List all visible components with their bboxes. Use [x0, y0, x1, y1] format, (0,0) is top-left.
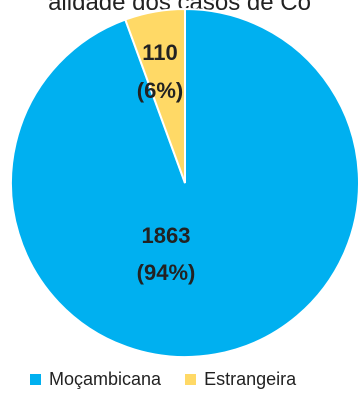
data-label-value: 110	[142, 40, 178, 65]
legend-item-estrangeira: Estrangeira	[185, 369, 296, 390]
data-label-percent: (94%)	[137, 260, 196, 285]
legend-swatch-estrangeira	[185, 373, 197, 385]
legend-item-mocambicana: Moçambicana	[30, 369, 161, 390]
legend-label-mocambicana: Moçambicana	[49, 368, 162, 389]
legend-swatch-mocambicana	[30, 373, 41, 385]
chart-title: alidade dos casos de Co	[48, 0, 311, 16]
chart-legend: Moçambicana Estrangeira	[30, 364, 296, 394]
pie-slice-estrangeira	[124, 7, 186, 184]
data-label-value: 1863	[142, 223, 191, 248]
legend-label-estrangeira: Estrangeira	[204, 368, 297, 389]
data-label-percent: (6%)	[137, 78, 183, 103]
